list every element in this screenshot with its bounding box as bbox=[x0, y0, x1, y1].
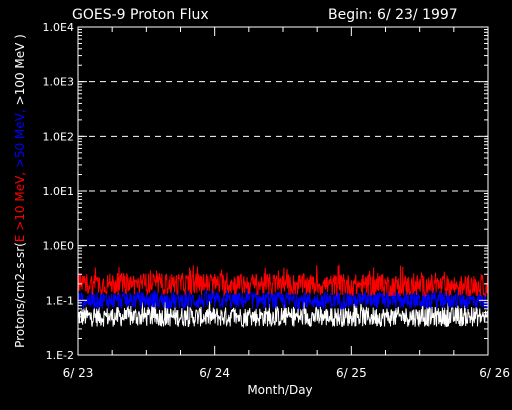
y-tick-label: 1.0E3 bbox=[43, 76, 74, 89]
y-tick-label: 1.E-2 bbox=[46, 349, 74, 362]
y-tick-label: 1.0E2 bbox=[43, 130, 74, 143]
series-line bbox=[77, 287, 489, 311]
x-tick-label: 6/ 25 bbox=[336, 366, 367, 380]
y-tick-label: 1.0E0 bbox=[43, 240, 74, 253]
y-axis-label-part: >100 MeV ) bbox=[13, 34, 27, 105]
y-axis-label-part: >50 MeV, bbox=[13, 105, 27, 168]
y-tick-labels: 1.E-2 1.E-1 1.0E0 1.0E1 1.0E2 1.0E3 1.0E4 bbox=[43, 21, 74, 362]
x-tick-label: 6/ 26 bbox=[479, 366, 510, 380]
y-axis-label-part: E >10 MeV, bbox=[13, 168, 27, 242]
y-tick-label: 1.0E1 bbox=[43, 185, 74, 198]
y-axis-label-part: Protons/cm2-s-sr( bbox=[13, 242, 27, 348]
series-layer bbox=[77, 264, 489, 329]
x-tick-labels: 6/ 23 6/ 24 6/ 25 6/ 26 bbox=[63, 366, 510, 380]
series-line bbox=[77, 300, 489, 329]
x-axis-label: Month/Day bbox=[247, 383, 312, 397]
y-axis-label: Protons/cm2-s-sr(E >10 MeV, >50 MeV, >10… bbox=[13, 34, 27, 348]
chart-title: GOES-9 Proton Flux bbox=[72, 7, 209, 23]
axes bbox=[77, 26, 489, 356]
gridlines bbox=[78, 81, 488, 247]
begin-date-label: Begin: 6/ 23/ 1997 bbox=[328, 7, 458, 23]
x-tick-label: 6/ 23 bbox=[63, 366, 94, 380]
y-tick-label: 1.0E4 bbox=[43, 21, 74, 34]
x-tick-label: 6/ 24 bbox=[199, 366, 230, 380]
series-line bbox=[77, 264, 489, 297]
y-tick-label: 1.E-1 bbox=[46, 294, 74, 307]
